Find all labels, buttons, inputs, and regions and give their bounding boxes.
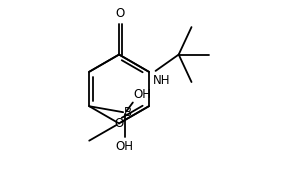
- Text: O: O: [116, 7, 125, 20]
- Text: B: B: [124, 106, 132, 119]
- Text: OH: OH: [116, 140, 133, 153]
- Text: OH: OH: [133, 88, 152, 101]
- Text: O: O: [114, 117, 124, 130]
- Text: NH: NH: [153, 74, 170, 87]
